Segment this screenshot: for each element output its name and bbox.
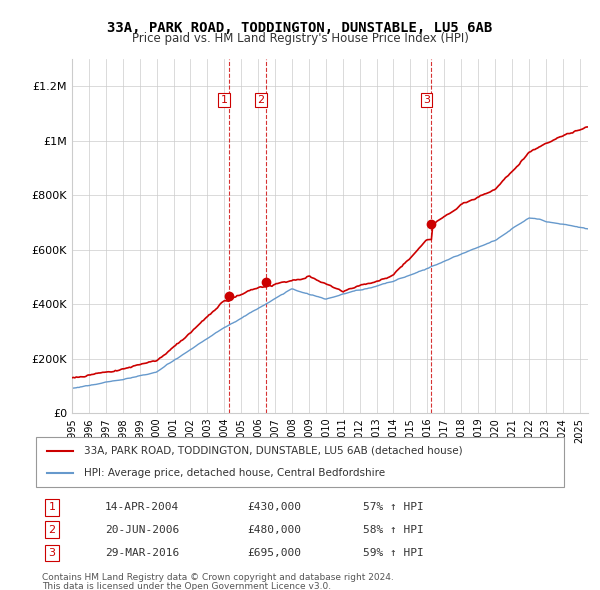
Text: £430,000: £430,000	[247, 503, 301, 512]
Text: 2: 2	[257, 95, 265, 105]
Text: 14-APR-2004: 14-APR-2004	[104, 503, 179, 512]
Text: 33A, PARK ROAD, TODDINGTON, DUNSTABLE, LU5 6AB: 33A, PARK ROAD, TODDINGTON, DUNSTABLE, L…	[107, 21, 493, 35]
Text: Contains HM Land Registry data © Crown copyright and database right 2024.: Contains HM Land Registry data © Crown c…	[42, 573, 394, 582]
Text: This data is licensed under the Open Government Licence v3.0.: This data is licensed under the Open Gov…	[42, 582, 331, 590]
Text: 58% ↑ HPI: 58% ↑ HPI	[364, 525, 424, 535]
FancyBboxPatch shape	[36, 437, 564, 487]
Text: 20-JUN-2006: 20-JUN-2006	[104, 525, 179, 535]
Text: £695,000: £695,000	[247, 548, 301, 558]
Text: 59% ↑ HPI: 59% ↑ HPI	[364, 548, 424, 558]
Text: HPI: Average price, detached house, Central Bedfordshire: HPI: Average price, detached house, Cent…	[83, 468, 385, 478]
Text: £480,000: £480,000	[247, 525, 301, 535]
Text: 1: 1	[49, 503, 55, 512]
Text: 3: 3	[49, 548, 55, 558]
Text: 1: 1	[220, 95, 227, 105]
Text: 29-MAR-2016: 29-MAR-2016	[104, 548, 179, 558]
Text: 33A, PARK ROAD, TODDINGTON, DUNSTABLE, LU5 6AB (detached house): 33A, PARK ROAD, TODDINGTON, DUNSTABLE, L…	[83, 445, 462, 455]
Text: 57% ↑ HPI: 57% ↑ HPI	[364, 503, 424, 512]
Text: 3: 3	[423, 95, 430, 105]
Text: Price paid vs. HM Land Registry's House Price Index (HPI): Price paid vs. HM Land Registry's House …	[131, 32, 469, 45]
Text: 2: 2	[48, 525, 55, 535]
